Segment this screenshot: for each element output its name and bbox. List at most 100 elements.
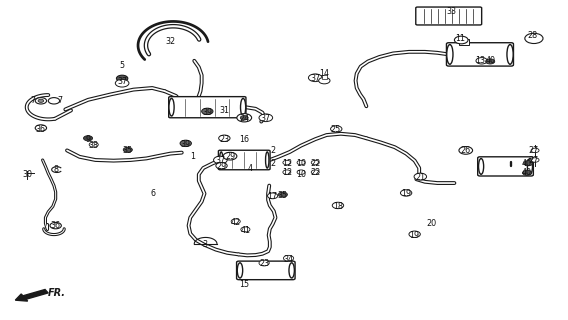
Ellipse shape (507, 44, 513, 64)
Text: 2: 2 (270, 146, 275, 155)
FancyBboxPatch shape (169, 97, 246, 118)
Circle shape (219, 135, 230, 141)
Ellipse shape (446, 44, 453, 64)
Circle shape (414, 173, 427, 180)
Circle shape (35, 98, 47, 104)
Circle shape (525, 33, 543, 44)
Ellipse shape (237, 263, 243, 278)
Text: 26: 26 (461, 146, 471, 155)
Circle shape (259, 260, 269, 266)
Text: 12: 12 (282, 159, 292, 168)
Text: 18: 18 (333, 202, 343, 211)
Text: 37: 37 (310, 74, 320, 83)
Text: 36: 36 (36, 125, 46, 134)
Circle shape (523, 170, 532, 175)
Circle shape (115, 79, 129, 87)
Circle shape (268, 193, 278, 199)
Text: 9: 9 (85, 135, 91, 144)
Ellipse shape (289, 263, 294, 278)
Circle shape (531, 158, 539, 162)
Text: 35: 35 (278, 191, 288, 200)
Circle shape (123, 147, 132, 152)
Ellipse shape (169, 98, 174, 116)
Text: 10: 10 (296, 170, 306, 179)
Circle shape (331, 126, 342, 132)
Ellipse shape (266, 152, 269, 168)
Text: 39: 39 (181, 140, 191, 148)
Text: 40: 40 (522, 168, 532, 177)
Text: 37: 37 (215, 156, 225, 164)
Circle shape (278, 192, 287, 197)
Circle shape (319, 77, 330, 84)
Circle shape (476, 58, 487, 64)
Text: 14: 14 (319, 69, 329, 78)
Circle shape (311, 160, 319, 165)
Text: 37: 37 (117, 77, 127, 86)
Text: 23: 23 (219, 135, 229, 144)
Text: 29: 29 (216, 162, 227, 171)
Circle shape (216, 163, 227, 169)
Text: 39: 39 (202, 108, 212, 116)
Text: 36: 36 (51, 221, 61, 230)
Text: 4: 4 (248, 164, 252, 172)
Circle shape (50, 222, 61, 229)
Circle shape (223, 152, 237, 160)
Text: 21: 21 (415, 173, 425, 182)
Text: 24: 24 (239, 114, 249, 123)
Circle shape (332, 202, 344, 209)
FancyBboxPatch shape (237, 261, 295, 280)
Text: 16: 16 (239, 135, 249, 144)
Text: 19: 19 (410, 231, 420, 240)
Text: 20: 20 (427, 220, 437, 228)
Circle shape (283, 170, 291, 174)
Text: 28: 28 (528, 31, 538, 40)
Text: 30: 30 (22, 170, 32, 179)
Circle shape (83, 136, 93, 141)
Circle shape (297, 170, 305, 174)
FancyArrow shape (15, 290, 48, 301)
Circle shape (409, 231, 420, 237)
Text: 17: 17 (268, 192, 278, 201)
Circle shape (35, 125, 47, 131)
Circle shape (48, 98, 60, 104)
Text: 22: 22 (310, 168, 320, 177)
Circle shape (400, 190, 412, 196)
Circle shape (180, 140, 191, 147)
Text: 23: 23 (259, 260, 269, 268)
Bar (459, 39, 469, 45)
Text: 42: 42 (231, 218, 241, 227)
Text: 22: 22 (310, 159, 320, 168)
Text: 35: 35 (123, 146, 133, 155)
Text: 40: 40 (485, 56, 495, 65)
Text: 27: 27 (529, 146, 539, 155)
Circle shape (454, 36, 468, 44)
Ellipse shape (478, 158, 484, 174)
Text: 7: 7 (57, 96, 62, 105)
Text: 12: 12 (282, 168, 292, 177)
Bar (322, 75, 327, 79)
Text: 2: 2 (270, 159, 275, 168)
Circle shape (116, 75, 128, 82)
Circle shape (202, 108, 213, 115)
Circle shape (311, 170, 319, 174)
Circle shape (214, 156, 227, 164)
Circle shape (240, 116, 248, 120)
Text: 10: 10 (296, 159, 306, 168)
Text: 1: 1 (191, 152, 195, 161)
Circle shape (459, 147, 473, 154)
Text: 27: 27 (529, 156, 539, 164)
Circle shape (524, 161, 533, 166)
Ellipse shape (527, 158, 533, 174)
Circle shape (283, 255, 294, 261)
Text: 41: 41 (240, 226, 250, 235)
Text: 34: 34 (283, 255, 294, 264)
Text: 6: 6 (151, 189, 156, 198)
Text: 37: 37 (261, 114, 271, 123)
Text: 19: 19 (401, 189, 411, 198)
Text: 29: 29 (225, 152, 235, 161)
FancyBboxPatch shape (446, 43, 513, 66)
FancyBboxPatch shape (416, 7, 482, 25)
Text: 7: 7 (30, 96, 36, 105)
Circle shape (531, 148, 539, 153)
Circle shape (38, 99, 44, 102)
